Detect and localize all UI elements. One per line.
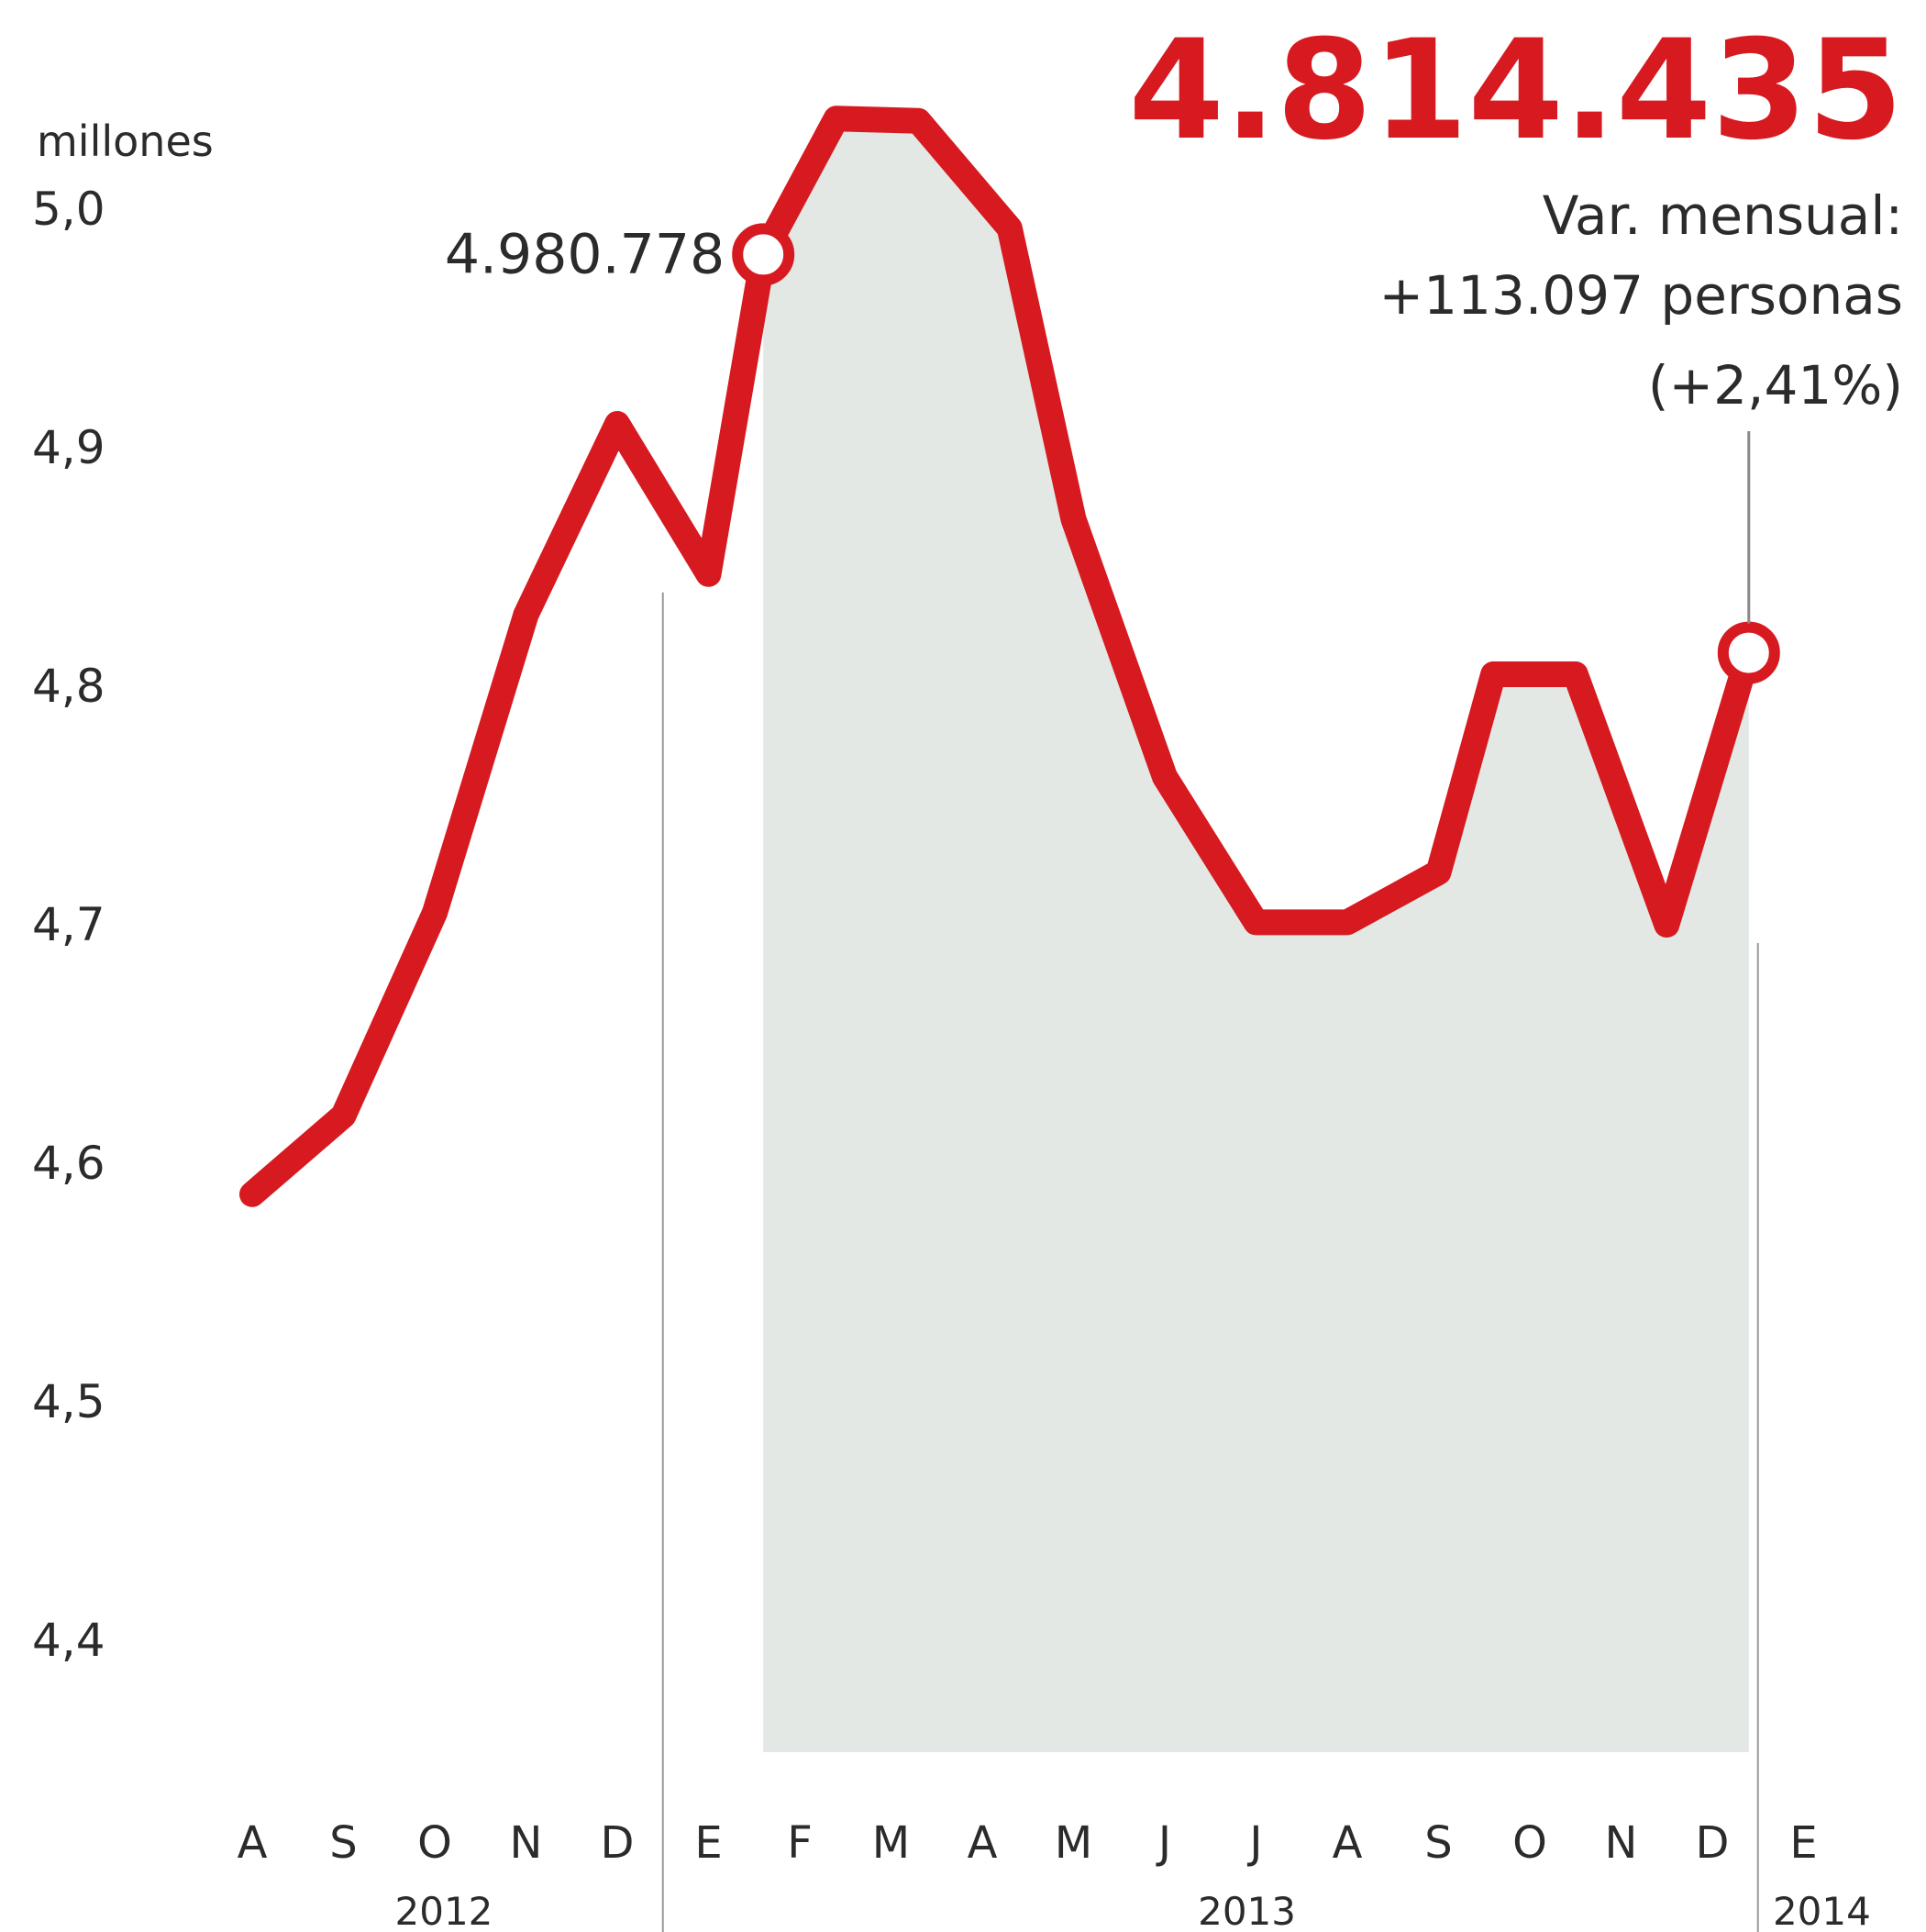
- variation-percent: (+2,41%): [1648, 354, 1903, 416]
- year-label: 2012: [395, 1889, 493, 1932]
- x-tick-label: D: [1696, 1817, 1730, 1869]
- highlight-markers: [732, 223, 1780, 684]
- x-tick-label: J: [1246, 1817, 1262, 1869]
- x-tick-label: E: [1789, 1817, 1817, 1869]
- variation-persons: +113.097 personas: [1379, 264, 1903, 327]
- y-tick-label: 4,9: [32, 421, 105, 474]
- x-tick-label: S: [1424, 1817, 1452, 1869]
- headline-value: 4.814.435: [1128, 11, 1903, 171]
- shaded-area-layer: [763, 118, 1749, 1753]
- y-axis-ticks: 5,0 4,9 4,8 4,7 4,6 4,5 4,4: [32, 183, 105, 1667]
- y-tick-label: 4,5: [32, 1375, 105, 1428]
- x-tick-label: A: [968, 1817, 998, 1869]
- x-tick-label: N: [1605, 1817, 1638, 1869]
- x-tick-label: M: [872, 1817, 910, 1869]
- y-unit-label: millones: [37, 117, 214, 166]
- year-labels: 2012 2013 2014: [395, 1889, 1871, 1932]
- year-label: 2013: [1198, 1889, 1296, 1932]
- y-tick-label: 4,7: [32, 898, 105, 951]
- x-tick-label: O: [417, 1817, 452, 1869]
- shaded-area: [763, 118, 1749, 1753]
- peak-callout-label: 4.980.778: [445, 222, 725, 286]
- x-tick-label: S: [329, 1817, 357, 1869]
- year-dividers: [661, 592, 1759, 1932]
- x-tick-label: A: [1333, 1817, 1363, 1869]
- x-tick-label: E: [694, 1817, 722, 1869]
- y-tick-label: 4,8: [32, 660, 105, 713]
- variation-label: Var. mensual:: [1543, 184, 1903, 247]
- y-tick-label: 4,6: [32, 1137, 105, 1190]
- series-line: [239, 105, 1762, 1207]
- x-tick-label: M: [1055, 1817, 1092, 1869]
- x-tick-label: D: [601, 1817, 635, 1869]
- x-tick-label: O: [1512, 1817, 1547, 1869]
- series-line-layer: [239, 105, 1762, 1207]
- y-tick-label: 5,0: [32, 183, 105, 236]
- highlight-marker: [1717, 621, 1780, 684]
- x-tick-label: F: [787, 1817, 813, 1869]
- highlight-marker: [732, 223, 795, 286]
- x-tick-label: J: [1156, 1817, 1171, 1869]
- y-tick-label: 4,4: [32, 1614, 105, 1667]
- year-label: 2014: [1773, 1889, 1871, 1932]
- x-tick-label: A: [238, 1817, 268, 1869]
- x-tick-label: N: [510, 1817, 543, 1869]
